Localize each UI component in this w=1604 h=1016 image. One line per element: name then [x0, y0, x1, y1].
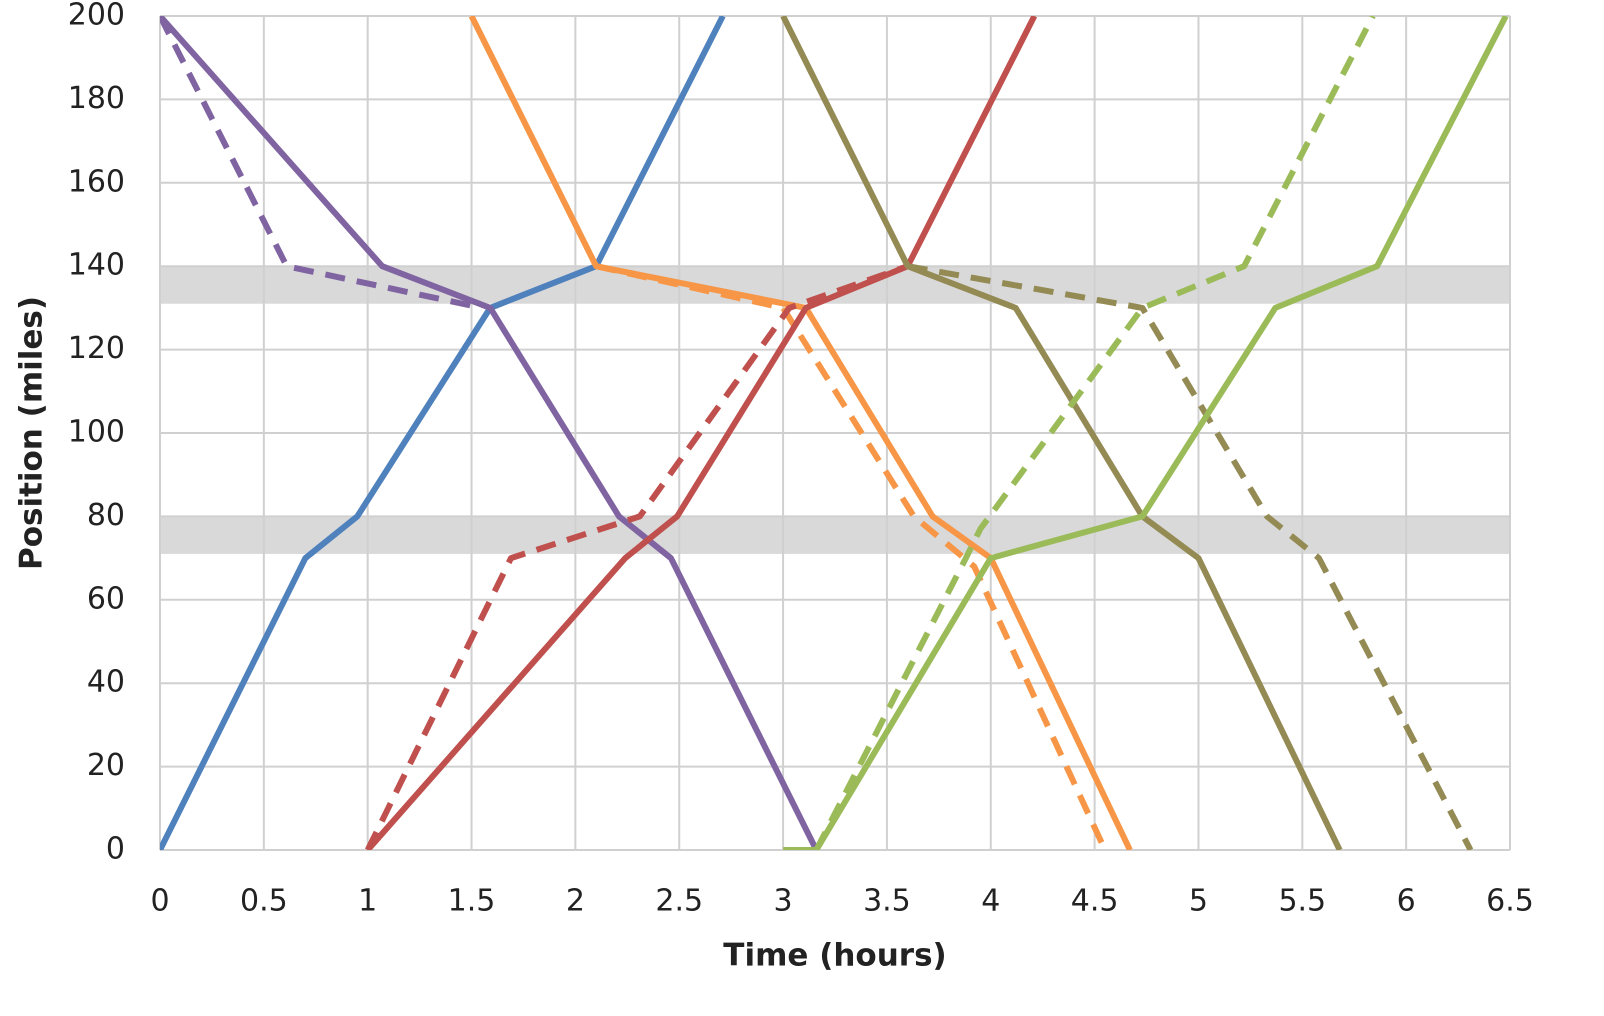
x-tick-label: 5	[1189, 884, 1208, 919]
train-line	[365, 16, 1038, 850]
y-tick-label: 0	[106, 832, 125, 867]
x-tick-label: 4	[981, 884, 1000, 919]
x-tick-label: 6	[1397, 884, 1416, 919]
x-tick-label: 1.5	[448, 884, 496, 919]
x-tick-label: 2.5	[655, 884, 703, 919]
y-tick-label: 140	[68, 248, 125, 283]
train-line	[595, 263, 1108, 850]
y-tick-label: 20	[87, 748, 125, 783]
y-tick-label: 120	[68, 331, 125, 366]
x-tick-label: 0.5	[240, 884, 288, 919]
train-line	[783, 16, 1509, 850]
train-line	[468, 16, 1133, 850]
y-tick-label: 160	[68, 164, 125, 199]
y-tick-label: 200	[68, 0, 125, 33]
train-line	[907, 263, 1474, 850]
x-tick-label: 0	[150, 884, 169, 919]
y-axis-title: Position (miles)	[14, 296, 50, 570]
x-axis-title: Time (hours)	[723, 938, 946, 974]
shaded-band	[160, 516, 1510, 554]
train-line	[160, 16, 819, 850]
y-tick-label: 180	[68, 81, 125, 116]
y-tick-label: 80	[87, 498, 125, 533]
x-tick-label: 6.5	[1486, 884, 1534, 919]
y-tick-label: 100	[68, 415, 125, 450]
y-tick-label: 60	[87, 581, 125, 616]
train-line	[160, 16, 483, 311]
x-tick-label: 3	[774, 884, 793, 919]
x-tick-label: 3.5	[863, 884, 911, 919]
x-tick-label: 4.5	[1071, 884, 1119, 919]
train-line	[780, 16, 1343, 850]
y-tick-label: 40	[87, 665, 125, 700]
train-line	[364, 263, 909, 850]
train-line	[160, 16, 726, 850]
x-tick-label: 2	[566, 884, 585, 919]
x-tick-label: 1	[358, 884, 377, 919]
x-tick-label: 5.5	[1278, 884, 1326, 919]
train-line	[813, 16, 1376, 850]
